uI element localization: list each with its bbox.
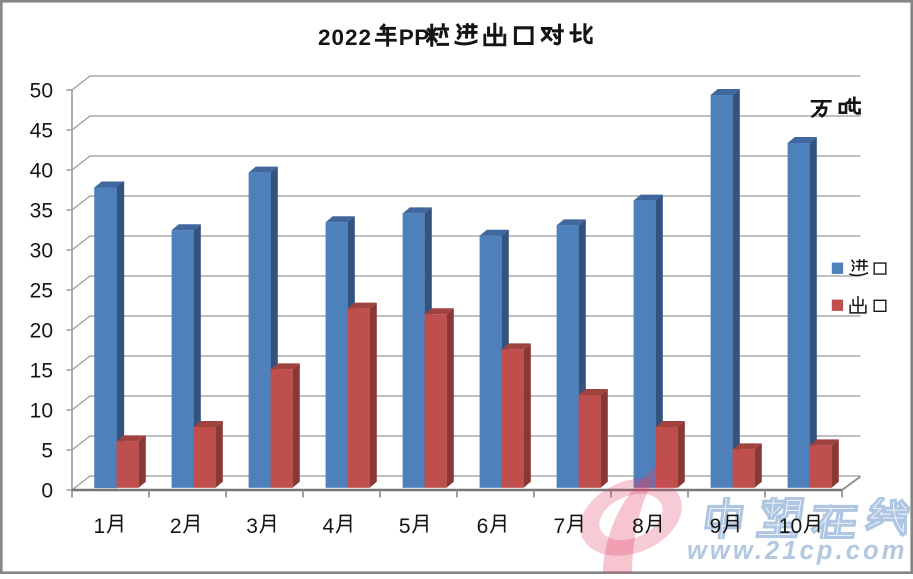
svg-text:8: 8: [632, 515, 644, 538]
svg-text:2: 2: [170, 515, 182, 538]
svg-text:www.21cp.com: www.21cp.com: [687, 537, 907, 565]
svg-text:35: 35: [30, 200, 53, 223]
svg-text:40: 40: [30, 160, 53, 183]
svg-text:PP: PP: [399, 25, 430, 50]
svg-text:30: 30: [30, 240, 53, 263]
svg-text:10: 10: [30, 400, 53, 423]
svg-text:45: 45: [30, 120, 53, 143]
svg-text:20: 20: [30, 320, 53, 343]
svg-text:1: 1: [94, 515, 106, 538]
svg-text:6: 6: [477, 515, 489, 538]
svg-text:15: 15: [30, 360, 53, 383]
svg-text:4: 4: [323, 515, 335, 538]
svg-text:5: 5: [41, 440, 53, 463]
svg-text:5: 5: [399, 515, 411, 538]
svg-text:10: 10: [779, 515, 802, 538]
svg-text:2022: 2022: [318, 25, 372, 50]
svg-text:9: 9: [710, 515, 722, 538]
svg-text:25: 25: [30, 280, 53, 303]
svg-text:50: 50: [30, 80, 53, 103]
svg-text:7: 7: [553, 515, 565, 538]
svg-text:3: 3: [246, 515, 258, 538]
svg-text:0: 0: [41, 480, 53, 503]
